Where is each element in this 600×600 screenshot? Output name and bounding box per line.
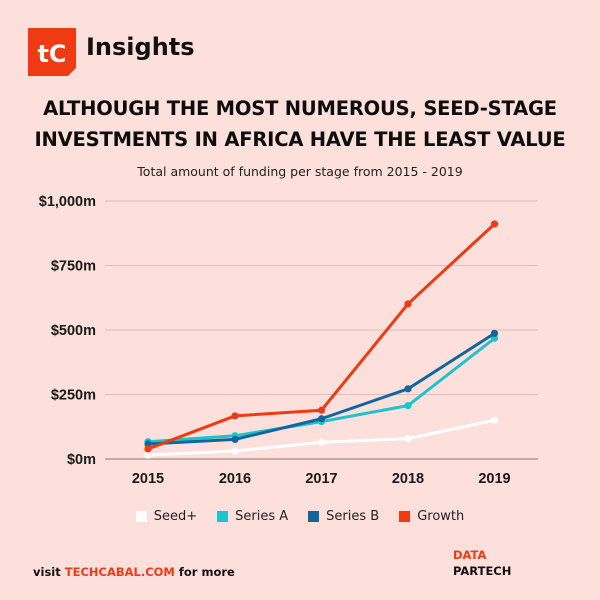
- y-axis-ticks: $0m $250m $500m $750m $1,000m: [39, 194, 96, 468]
- data-point-seed: [231, 447, 239, 455]
- data-point-series_a: [404, 401, 412, 410]
- legend-swatch: [399, 511, 411, 522]
- legend-swatch: [308, 511, 320, 522]
- data-point-series_b: [490, 329, 499, 337]
- series-lines: [144, 220, 499, 459]
- data-point-seed: [490, 416, 499, 424]
- y-tick-label: $0m: [67, 452, 96, 468]
- legend-label: Series B: [326, 509, 380, 524]
- legend-swatch: [217, 511, 229, 522]
- legend-item-series_b: Series B: [308, 509, 379, 524]
- legend-label: Growth: [417, 509, 465, 524]
- data-point-growth: [490, 220, 499, 228]
- y-tick-label: $1,000m: [39, 194, 96, 210]
- visit-prefix: visit: [33, 565, 61, 579]
- y-tick-label: $500m: [51, 323, 96, 339]
- legend: Seed+ Series A Series B Growth: [0, 509, 600, 524]
- data-source: DATA PARTECH: [453, 547, 511, 579]
- logo-badge: [28, 28, 76, 76]
- x-tick-label: 2015: [132, 471, 164, 487]
- x-tick-label: 2016: [219, 471, 251, 487]
- series-seed: [144, 416, 499, 459]
- series-growth: [144, 220, 499, 453]
- title-line-2: INVESTMENTS IN AFRICA HAVE THE LEAST VAL…: [34, 128, 566, 151]
- legend-item-growth: Growth: [399, 509, 464, 524]
- y-tick-label: $750m: [51, 259, 96, 275]
- y-tick-label: $250m: [51, 388, 96, 404]
- chart-title: ALTHOUGH THE MOST NUMEROUS, SEED-STAGE I…: [0, 93, 600, 155]
- visit-suffix: for more: [178, 565, 235, 579]
- data-point-series_b: [231, 435, 239, 443]
- data-point-seed: [404, 435, 412, 443]
- title-line-1: ALTHOUGH THE MOST NUMEROUS, SEED-STAGE: [43, 97, 557, 120]
- series-series_b: [144, 329, 499, 448]
- footer-visit: visit TECHCABAL.COM for more: [33, 565, 235, 579]
- techcabal-link[interactable]: TECHCABAL.COM: [64, 565, 175, 579]
- source-name: PARTECH: [453, 564, 512, 578]
- x-tick-label: 2019: [478, 471, 510, 487]
- data-point-seed: [144, 451, 152, 459]
- data-point-growth: [317, 406, 326, 414]
- chart-subtitle: Total amount of funding per stage from 2…: [137, 164, 463, 179]
- legend-item-seed: Seed+: [135, 509, 198, 524]
- logo-text: tC: [37, 40, 66, 68]
- data-point-growth: [144, 445, 152, 453]
- grid-lines: [105, 200, 538, 460]
- series-line-series_b: [146, 331, 496, 446]
- data-point-series_b: [317, 415, 326, 423]
- data-point-growth: [404, 300, 412, 308]
- legend-swatch: [135, 511, 147, 522]
- brand-name: Insights: [86, 33, 195, 61]
- data-point-growth: [231, 412, 239, 420]
- data-point-series_b: [404, 385, 412, 393]
- legend-label: Seed+: [153, 509, 198, 524]
- x-axis-ticks: 2015 2016 2017 2018 2019: [132, 471, 511, 487]
- x-tick-label: 2018: [392, 471, 424, 487]
- x-tick-label: 2017: [305, 471, 337, 487]
- series-line-series_a: [146, 336, 496, 444]
- legend-label: Series A: [235, 509, 289, 524]
- techcabal-logo: tC: [28, 28, 76, 76]
- legend-item-series_a: Series A: [217, 509, 288, 524]
- data-point-seed: [317, 438, 326, 446]
- source-label: DATA: [453, 548, 487, 562]
